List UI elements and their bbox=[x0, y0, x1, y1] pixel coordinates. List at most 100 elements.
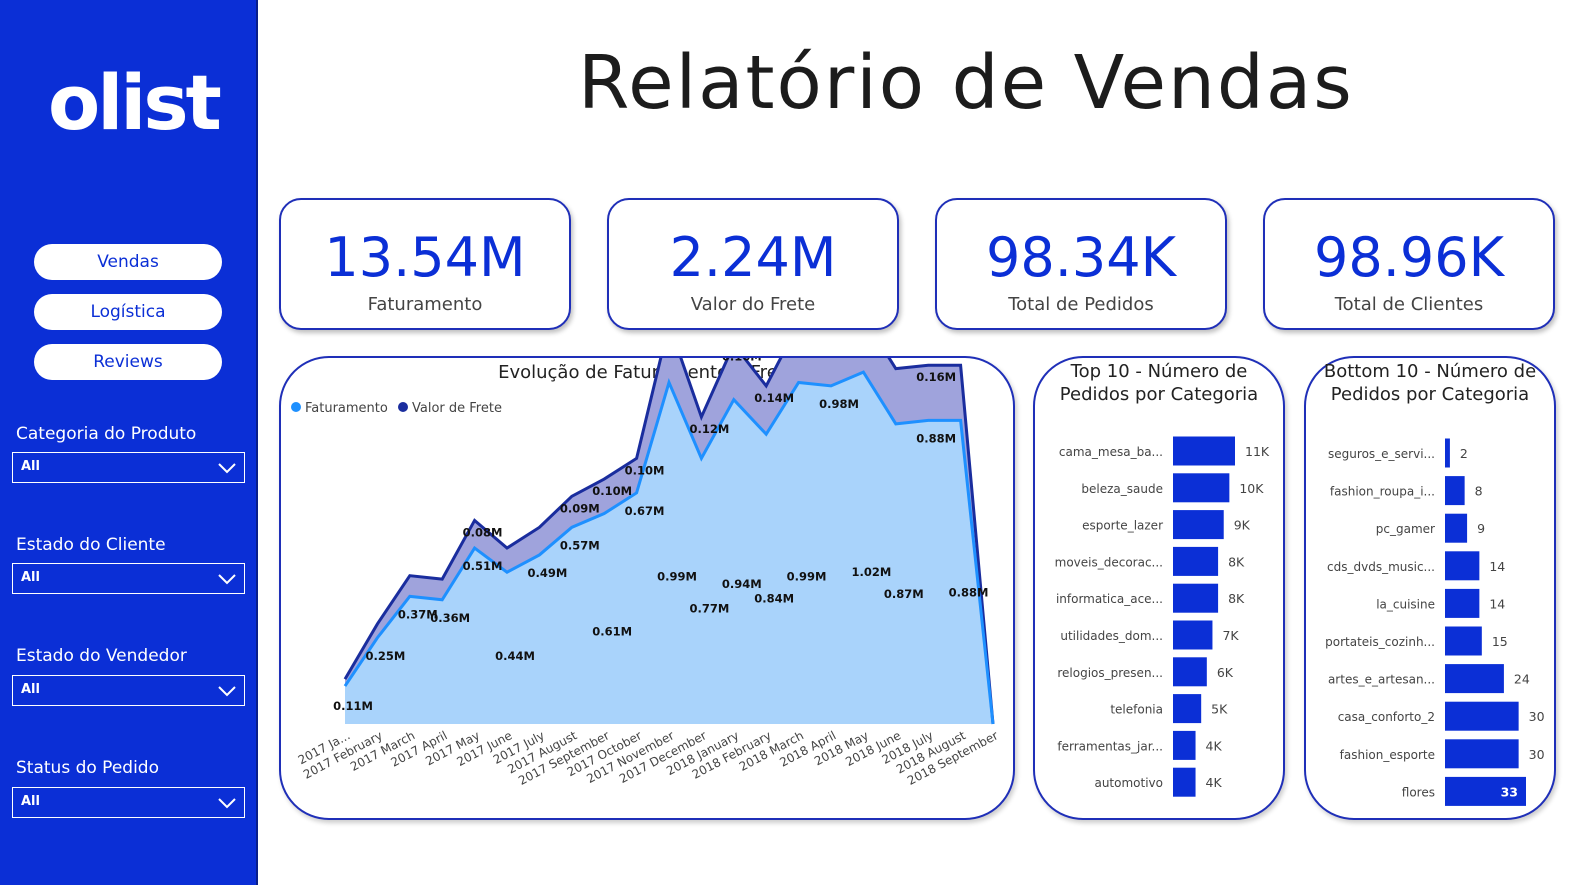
category-label: automotivo bbox=[1094, 776, 1163, 790]
bar[interactable] bbox=[1445, 627, 1482, 656]
kpi-card-faturamento: 13.54M Faturamento bbox=[279, 198, 571, 330]
legend-marker-frete bbox=[398, 402, 408, 412]
bar[interactable] bbox=[1173, 621, 1212, 650]
category-label: artes_e_artesan... bbox=[1328, 673, 1435, 687]
bar[interactable] bbox=[1173, 584, 1218, 613]
value-label: 4K bbox=[1206, 738, 1223, 753]
bar[interactable] bbox=[1173, 768, 1196, 797]
category-label: flores bbox=[1402, 785, 1435, 799]
kpi-value: 98.34K bbox=[937, 226, 1225, 289]
category-label: beleza_saude bbox=[1081, 482, 1163, 496]
data-label-faturamento: 0.36M bbox=[430, 611, 470, 625]
data-label-faturamento: 0.57M bbox=[560, 538, 600, 552]
data-label-faturamento: 0.88M bbox=[949, 585, 989, 599]
category-label: relogios_presen... bbox=[1057, 666, 1163, 680]
top10-bar-chart[interactable]: cama_mesa_ba... 11K beleza_saude 10K esporte… bbox=[1035, 358, 1283, 818]
filter-dropdown-status-pedido[interactable]: All bbox=[12, 787, 245, 818]
kpi-card-frete: 2.24M Valor do Frete bbox=[607, 198, 899, 330]
bar[interactable] bbox=[1445, 739, 1519, 768]
nav-button-vendas[interactable]: Vendas bbox=[34, 244, 222, 280]
bar[interactable] bbox=[1173, 510, 1224, 539]
category-label: seguros_e_servi... bbox=[1328, 447, 1435, 461]
data-label-faturamento: 0.88M bbox=[916, 431, 956, 445]
data-label-faturamento: 0.67M bbox=[625, 504, 665, 518]
data-label-frete: 0.10M bbox=[625, 463, 665, 477]
dropdown-value: All bbox=[21, 459, 40, 474]
data-label-frete: 0.16M bbox=[916, 370, 956, 384]
bar[interactable] bbox=[1445, 439, 1450, 468]
kpi-label: Total de Pedidos bbox=[937, 294, 1225, 315]
legend-label-faturamento: Faturamento bbox=[305, 401, 388, 416]
bottom10-bar-chart[interactable]: seguros_e_servi... 2 fashion_roupa_i... 8 pc… bbox=[1306, 358, 1554, 818]
category-label: utilidades_dom... bbox=[1060, 629, 1163, 643]
filter-label-estado-vendedor: Estado do Vendedor bbox=[16, 646, 187, 666]
bar[interactable] bbox=[1173, 437, 1235, 466]
top10-panel: Top 10 - Número de Pedidos por Categoria… bbox=[1033, 356, 1285, 820]
bar[interactable] bbox=[1445, 589, 1479, 618]
nav-button-logistica[interactable]: Logística bbox=[34, 294, 222, 330]
filter-dropdown-estado-vendedor[interactable]: All bbox=[12, 675, 245, 706]
value-label: 30 bbox=[1529, 747, 1545, 762]
value-label: 8K bbox=[1228, 554, 1245, 569]
value-label: 2 bbox=[1460, 446, 1468, 461]
category-label: esporte_lazer bbox=[1082, 519, 1163, 533]
value-label: 33 bbox=[1501, 784, 1518, 799]
data-label-faturamento: 0.77M bbox=[689, 601, 729, 615]
kpi-label: Total de Clientes bbox=[1265, 294, 1553, 315]
bar[interactable] bbox=[1173, 657, 1207, 686]
category-label: cama_mesa_ba... bbox=[1059, 445, 1163, 459]
data-label-faturamento: 1.02M bbox=[851, 565, 891, 579]
category-label: informatica_ace... bbox=[1056, 592, 1163, 606]
bar[interactable] bbox=[1445, 702, 1519, 731]
chevron-down-icon bbox=[218, 796, 236, 810]
filter-label-status-pedido: Status do Pedido bbox=[16, 758, 159, 778]
value-label: 15 bbox=[1492, 634, 1508, 649]
data-label-frete: 0.12M bbox=[689, 422, 729, 436]
page-title: Relatório de Vendas bbox=[578, 40, 1354, 126]
value-label: 8K bbox=[1228, 591, 1245, 606]
bar[interactable] bbox=[1445, 514, 1467, 543]
area-chart-panel: Evolução de Faturamento e Frete Faturame… bbox=[279, 356, 1015, 820]
area-chart[interactable]: Faturamento Valor de Frete 0.11M 0.25M 0.37M… bbox=[281, 358, 1013, 818]
value-label: 14 bbox=[1489, 559, 1505, 574]
category-label: portateis_cozinh... bbox=[1325, 635, 1435, 649]
chevron-down-icon bbox=[218, 572, 236, 586]
bar[interactable] bbox=[1173, 473, 1229, 502]
kpi-label: Faturamento bbox=[281, 294, 569, 315]
kpi-value: 13.54M bbox=[281, 226, 569, 289]
filter-label-estado-cliente: Estado do Cliente bbox=[16, 535, 166, 555]
data-label-faturamento: 0.99M bbox=[787, 570, 827, 584]
bar[interactable] bbox=[1445, 664, 1504, 693]
value-label: 5K bbox=[1211, 702, 1228, 717]
value-label: 4K bbox=[1206, 775, 1223, 790]
category-label: telefonia bbox=[1110, 703, 1163, 717]
value-label: 11K bbox=[1245, 444, 1270, 459]
nav-button-reviews[interactable]: Reviews bbox=[34, 344, 222, 380]
bar[interactable] bbox=[1173, 694, 1201, 723]
dropdown-value: All bbox=[21, 794, 40, 809]
data-label-faturamento: 0.44M bbox=[495, 649, 535, 663]
bottom10-panel: Bottom 10 - Número de Pedidos por Catego… bbox=[1304, 356, 1556, 820]
bar[interactable] bbox=[1173, 731, 1196, 760]
kpi-label: Valor do Frete bbox=[609, 294, 897, 315]
value-label: 9K bbox=[1234, 518, 1251, 533]
kpi-card-pedidos: 98.34K Total de Pedidos bbox=[935, 198, 1227, 330]
filter-label-categoria: Categoria do Produto bbox=[16, 424, 196, 444]
data-label-frete: 0.10M bbox=[592, 484, 632, 498]
value-label: 6K bbox=[1217, 665, 1234, 680]
value-label: 30 bbox=[1529, 709, 1545, 724]
category-label: pc_gamer bbox=[1376, 522, 1435, 536]
value-label: 8 bbox=[1475, 484, 1483, 499]
bar[interactable] bbox=[1445, 476, 1465, 505]
legend-label-frete: Valor de Frete bbox=[412, 401, 502, 416]
chart-legend: Faturamento Valor de Frete bbox=[291, 401, 502, 416]
bar[interactable] bbox=[1445, 551, 1479, 580]
data-label-faturamento: 0.49M bbox=[527, 566, 567, 580]
value-label: 24 bbox=[1514, 672, 1530, 687]
data-label-faturamento: 0.84M bbox=[754, 591, 794, 605]
value-label: 9 bbox=[1477, 521, 1485, 536]
bar[interactable] bbox=[1173, 547, 1218, 576]
filter-dropdown-categoria[interactable]: All bbox=[12, 452, 245, 483]
chevron-down-icon bbox=[218, 461, 236, 475]
filter-dropdown-estado-cliente[interactable]: All bbox=[12, 563, 245, 594]
